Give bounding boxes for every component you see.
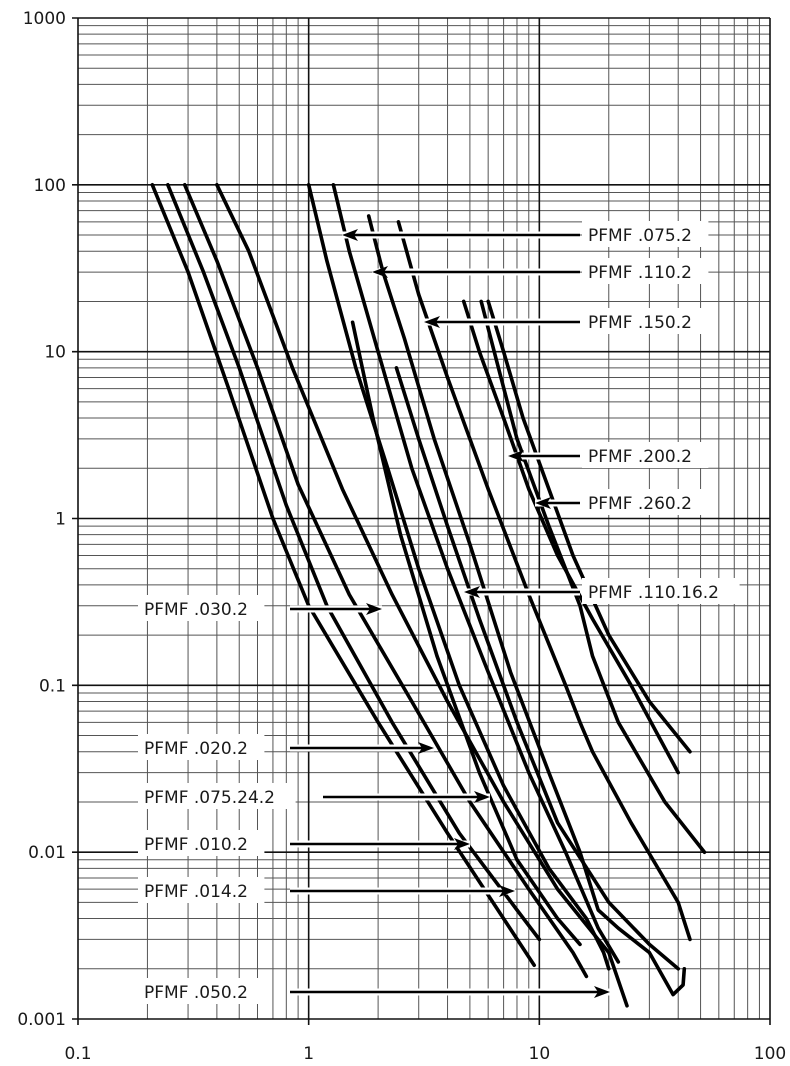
x-tick-label: 0.1 [64, 1044, 91, 1064]
label-background [138, 783, 296, 809]
arrowhead-icon [464, 586, 480, 598]
curve-pfmf-260-2b [486, 299, 692, 754]
curve-pfmf-050-2 [306, 183, 611, 971]
curve-label: PFMF .014.2 [144, 882, 248, 902]
x-tick-label: 1 [303, 1044, 314, 1064]
label-background [138, 595, 265, 621]
annotation-pfmf-050-2: PFMF .050.2 [138, 978, 610, 1004]
label-background [138, 877, 265, 903]
x-axis-tick-labels: 0.1 1 10 100 [64, 1044, 786, 1064]
y-tick-label: 1 [55, 510, 66, 530]
arrowhead-icon [594, 986, 610, 998]
arrowhead-icon [508, 450, 524, 462]
annotation-pfmf-075-24-2: PFMF .075.24.2 [138, 783, 490, 809]
label-background [582, 442, 709, 468]
curve-label: PFMF .075.24.2 [144, 788, 275, 808]
arrowhead-icon [372, 266, 388, 278]
label-background [582, 221, 709, 247]
label-background [138, 978, 265, 1004]
curve-pfmf-200-2 [479, 299, 707, 854]
annotation-pfmf-110-2: PFMF .110.2 [372, 258, 709, 284]
annotation-pfmf-260-2: PFMF .260.2 [535, 489, 709, 515]
y-tick-label: 100 [34, 176, 66, 196]
curve-label: PFMF .075.2 [588, 226, 692, 246]
annotation-pfmf-150-2: PFMF .150.2 [424, 308, 709, 334]
curve-pfmf-260-2 [461, 299, 680, 775]
curve-label: PFMF .110.16.2 [588, 583, 719, 603]
arrowhead-icon [366, 603, 382, 615]
x-tick-label: 100 [754, 1044, 786, 1064]
x-tick-label: 10 [529, 1044, 551, 1064]
annotation-pfmf-010-2: PFMF .010.2 [138, 830, 470, 856]
y-axis-tick-labels: 1000 100 10 1 0.1 0.01 0.001 [17, 9, 66, 1030]
curve-pfmf-110-2 [366, 214, 687, 997]
curve-label: PFMF .030.2 [144, 600, 248, 620]
curve-pfmf-075-2 [331, 183, 621, 964]
label-background [582, 578, 740, 604]
curve-label: PFMF .110.2 [588, 263, 692, 283]
curve-pfmf-075-24-2 [350, 320, 582, 947]
curve-label: PFMF .020.2 [144, 739, 248, 759]
annotation-pfmf-200-2: PFMF .200.2 [508, 442, 709, 468]
arrowhead-icon [418, 742, 434, 754]
label-background [138, 830, 265, 856]
label-background [582, 489, 709, 515]
curve-label: PFMF .050.2 [144, 983, 248, 1003]
annotation-pfmf-075-2: PFMF .075.2 [342, 221, 709, 247]
curve-pfmf-110-16-2 [394, 366, 680, 971]
arrowhead-icon [535, 497, 551, 509]
arrowhead-icon [454, 838, 470, 850]
curve-pfmf-150-2 [396, 220, 692, 942]
curve-pfmf-030-2 [215, 183, 629, 1008]
annotation-pfmf-020-2: PFMF .020.2 [138, 734, 434, 760]
label-background [582, 258, 709, 284]
curve-label: PFMF .260.2 [588, 494, 692, 514]
curve-pfmf-014-2 [166, 183, 542, 942]
y-tick-label: 10 [44, 343, 66, 363]
y-tick-label: 1000 [23, 9, 66, 29]
y-tick-label: 0.001 [17, 1010, 66, 1030]
annotation-pfmf-030-2: PFMF .030.2 [138, 595, 382, 621]
arrowhead-icon [474, 791, 490, 803]
label-background [582, 308, 709, 334]
grid-major-lines [72, 17, 771, 1025]
y-tick-label: 0.1 [39, 676, 66, 696]
arrowhead-icon [499, 885, 515, 897]
curve-label: PFMF .150.2 [588, 313, 692, 333]
curve-label: PFMF .200.2 [588, 447, 692, 467]
arrowhead-icon [424, 316, 440, 328]
curve-pfmf-020-2 [182, 183, 589, 979]
arrowhead-icon [342, 229, 358, 241]
annotation-group: PFMF .075.2 PFMF .110.2 PFMF .150.2 PFMF .2… [138, 221, 740, 1004]
annotation-pfmf-110-16-2: PFMF .110.16.2 [464, 578, 740, 604]
y-tick-label: 0.01 [28, 843, 66, 863]
label-background [138, 734, 265, 760]
curve-label: PFMF .010.2 [144, 835, 248, 855]
annotation-pfmf-014-2: PFMF .014.2 [138, 877, 515, 903]
